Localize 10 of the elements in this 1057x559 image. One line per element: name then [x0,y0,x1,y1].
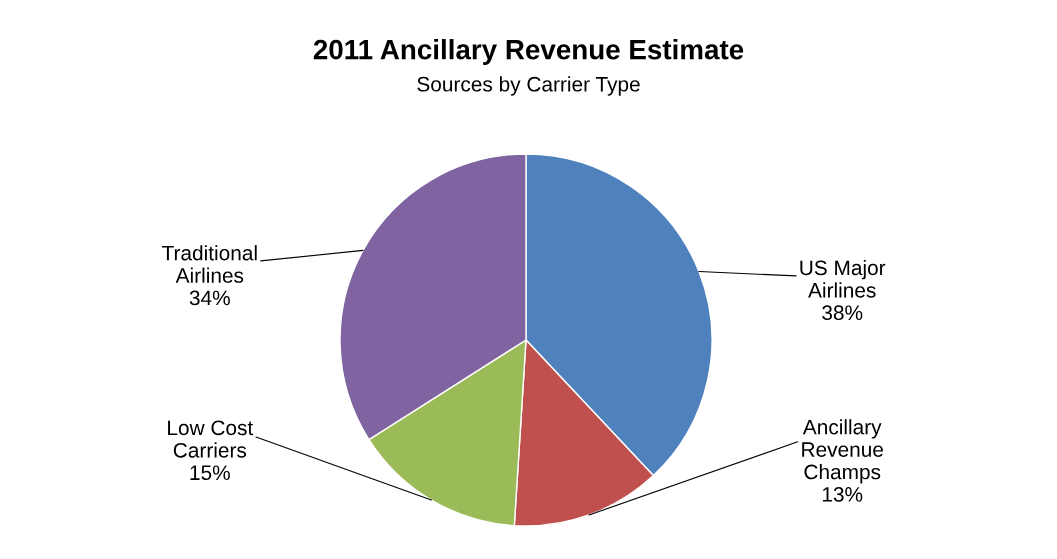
slice-label: Traditional Airlines [162,245,257,283]
chart-title: 2011 Ancillary Revenue Estimate [313,39,744,65]
data-label: 38% [822,305,863,321]
data-label: 34% [189,290,230,306]
data-label: 13% [822,487,863,502]
chart-subtitle: Sources by Carrier Type [417,76,640,96]
slice-label: Ancillary Revenue Champs [802,419,883,484]
slice-label: US Major Airlines [800,259,886,298]
data-label: 15% [190,465,230,481]
slice-label: Low Cost Carriers [168,420,254,458]
